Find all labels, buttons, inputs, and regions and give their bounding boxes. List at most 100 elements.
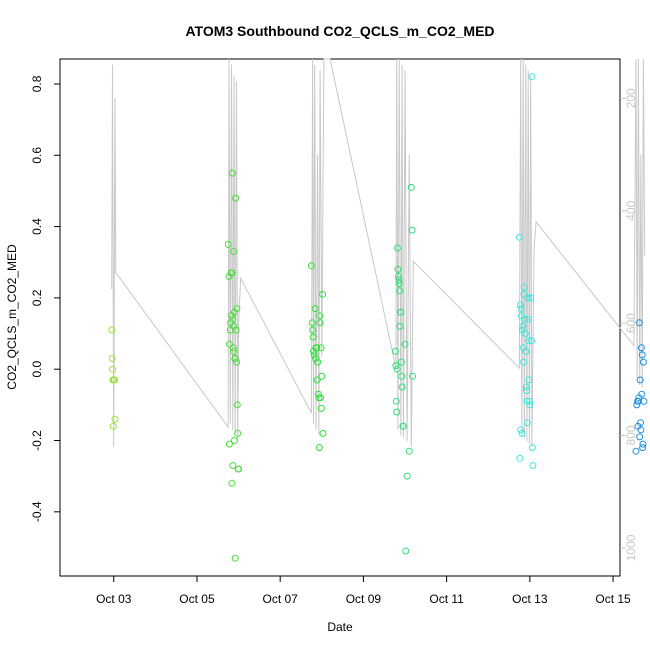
data-point <box>317 394 324 402</box>
data-point <box>232 326 240 334</box>
data-point <box>636 433 644 441</box>
y2-tick-label: 600 <box>624 313 638 333</box>
y-tick-label: 0.8 <box>30 75 44 92</box>
data-point <box>230 248 238 255</box>
data-point <box>391 347 399 355</box>
y-tick-label: 0.6 <box>30 147 44 164</box>
data-point <box>313 344 321 352</box>
y-tick-label: -0.4 <box>30 501 44 522</box>
data-point <box>397 308 405 316</box>
data-point <box>520 358 528 366</box>
data-point <box>316 312 324 320</box>
x-tick-label: Oct 09 <box>346 592 382 606</box>
data-point <box>637 344 645 352</box>
data-point <box>407 183 415 191</box>
data-point <box>229 462 237 469</box>
x-tick-label: Oct 13 <box>512 592 548 606</box>
data-point <box>520 290 528 298</box>
data-point <box>233 358 240 366</box>
data-point <box>317 404 325 412</box>
data-points <box>108 73 648 562</box>
y2-tick-label: 400 <box>624 200 638 220</box>
data-point <box>308 319 316 327</box>
data-point <box>402 547 410 555</box>
data-point <box>313 376 321 384</box>
data-point <box>638 390 646 398</box>
data-point <box>231 554 239 562</box>
y2-tick-label: 200 <box>624 88 638 108</box>
y2-axis: 200 400 600 800 1000 <box>620 88 638 561</box>
data-point <box>396 287 404 295</box>
data-point <box>394 244 401 252</box>
data-point <box>317 344 325 352</box>
data-point <box>528 444 536 452</box>
data-point <box>108 326 116 334</box>
y-tick-label: 0.0 <box>30 361 44 378</box>
data-point <box>405 447 413 455</box>
data-point <box>318 372 326 380</box>
data-point <box>640 397 648 405</box>
data-point <box>233 401 241 409</box>
x-tick-label: Oct 03 <box>96 592 132 606</box>
data-point <box>399 422 407 430</box>
data-point <box>392 362 400 370</box>
data-point <box>231 355 239 362</box>
data-point <box>225 440 233 448</box>
data-point <box>639 358 647 366</box>
data-point <box>312 355 320 362</box>
x-tick-label: Oct 05 <box>179 592 215 606</box>
data-point <box>632 447 640 455</box>
data-point <box>227 269 235 277</box>
plot-frame <box>59 58 621 577</box>
data-point <box>401 340 409 348</box>
data-point <box>403 472 411 480</box>
data-point <box>309 333 317 341</box>
x-tick-label: Oct 11 <box>429 592 464 606</box>
data-point <box>633 401 641 409</box>
data-point <box>639 440 647 448</box>
data-point <box>522 383 530 391</box>
data-point <box>395 276 403 284</box>
data-point <box>229 344 237 352</box>
data-point <box>224 240 232 248</box>
data-point <box>111 415 119 423</box>
data-point <box>528 73 536 81</box>
data-point <box>528 337 535 345</box>
data-point <box>309 326 317 334</box>
altitude-profile <box>111 58 646 447</box>
data-point <box>394 273 402 280</box>
data-point <box>639 444 647 452</box>
data-point <box>319 290 327 298</box>
data-point <box>315 444 323 452</box>
data-point <box>233 305 241 313</box>
y2-tick-label: 1000 <box>624 534 638 561</box>
data-point <box>310 351 318 359</box>
x-axis: Oct 03 Oct 05 Oct 07 Oct 09 Oct 11 Oct 13 Oct … <box>96 576 631 606</box>
data-point <box>516 454 524 462</box>
data-point <box>396 322 404 330</box>
data-point <box>230 322 238 330</box>
data-point <box>109 422 117 430</box>
data-point <box>398 372 406 380</box>
data-point <box>523 387 530 395</box>
data-point <box>637 419 644 427</box>
data-point <box>409 372 416 380</box>
data-point <box>521 330 529 337</box>
data-point <box>232 194 240 202</box>
data-point <box>314 358 322 366</box>
data-point <box>638 351 646 359</box>
data-point <box>517 426 525 434</box>
data-point <box>225 340 233 348</box>
data-point <box>516 301 524 309</box>
data-point <box>228 479 236 487</box>
y-tick-label: -0.2 <box>30 430 44 451</box>
data-point <box>519 322 527 330</box>
data-point <box>637 426 645 434</box>
data-point <box>525 337 533 345</box>
data-point <box>397 358 405 366</box>
x-tick-label: Oct 07 <box>263 592 299 606</box>
data-point <box>524 294 532 302</box>
data-point <box>109 365 116 373</box>
data-point <box>235 465 243 473</box>
